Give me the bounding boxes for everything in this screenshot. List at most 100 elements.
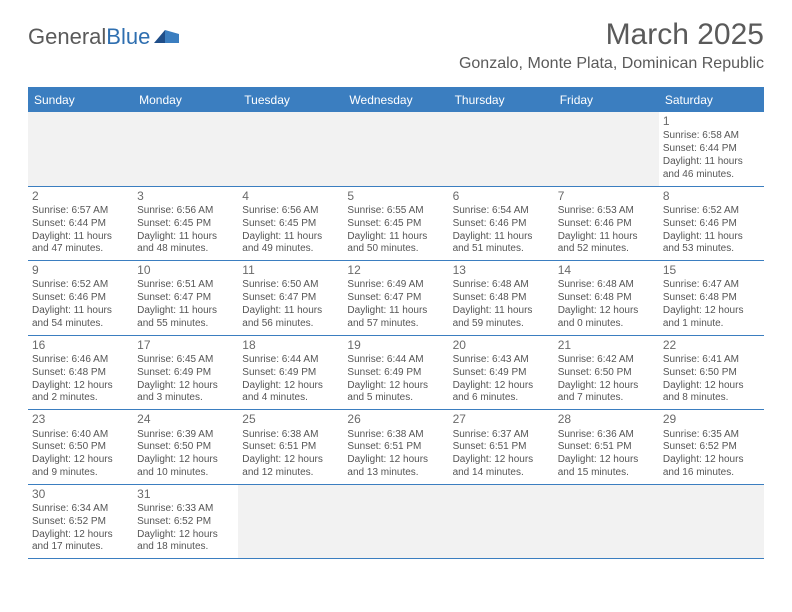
daylight-text: Daylight: 11 hours and 52 minutes. (558, 231, 655, 257)
day-number: 21 (558, 338, 655, 353)
calendar-week: 1Sunrise: 6:58 AMSunset: 6:44 PMDaylight… (28, 112, 764, 187)
calendar-day: 28Sunrise: 6:36 AMSunset: 6:51 PMDayligh… (554, 410, 659, 484)
header: GeneralBlue March 2025 Gonzalo, Monte Pl… (0, 0, 792, 79)
sunset-text: Sunset: 6:51 PM (558, 441, 655, 454)
calendar-day: 1Sunrise: 6:58 AMSunset: 6:44 PMDaylight… (659, 112, 764, 186)
daylight-text: Daylight: 12 hours and 14 minutes. (453, 454, 550, 480)
sunrise-text: Sunrise: 6:38 AM (242, 429, 339, 442)
daylight-text: Daylight: 12 hours and 2 minutes. (32, 380, 129, 406)
sunset-text: Sunset: 6:44 PM (663, 143, 760, 156)
calendar-day: 3Sunrise: 6:56 AMSunset: 6:45 PMDaylight… (133, 187, 238, 261)
calendar-day: 26Sunrise: 6:38 AMSunset: 6:51 PMDayligh… (343, 410, 448, 484)
daylight-text: Daylight: 12 hours and 5 minutes. (347, 380, 444, 406)
calendar-day-empty (343, 485, 448, 559)
sunrise-text: Sunrise: 6:33 AM (137, 503, 234, 516)
sunrise-text: Sunrise: 6:44 AM (347, 354, 444, 367)
calendar-day: 15Sunrise: 6:47 AMSunset: 6:48 PMDayligh… (659, 261, 764, 335)
sunrise-text: Sunrise: 6:56 AM (137, 205, 234, 218)
calendar-day: 22Sunrise: 6:41 AMSunset: 6:50 PMDayligh… (659, 336, 764, 410)
daylight-text: Daylight: 12 hours and 0 minutes. (558, 305, 655, 331)
calendar-week: 9Sunrise: 6:52 AMSunset: 6:46 PM Daylight… (28, 261, 764, 336)
calendar-day: 9Sunrise: 6:52 AMSunset: 6:46 PMDaylight… (28, 261, 133, 335)
calendar-day: 10Sunrise: 6:51 AMSunset: 6:47 PMDayligh… (133, 261, 238, 335)
day-number: 24 (137, 412, 234, 427)
weekday-header: Monday (133, 89, 238, 112)
sunset-text: Sunset: 6:46 PM (558, 218, 655, 231)
daylight-text: Daylight: 12 hours and 10 minutes. (137, 454, 234, 480)
day-number: 9 (32, 263, 129, 278)
calendar-day-empty (554, 112, 659, 186)
daylight-text: Daylight: 11 hours and 57 minutes. (347, 305, 444, 331)
calendar-day: 11Sunrise: 6:50 AMSunset: 6:47 PMDayligh… (238, 261, 343, 335)
day-number: 6 (453, 189, 550, 204)
sunset-text: Sunset: 6:51 PM (347, 441, 444, 454)
sunrise-text: Sunrise: 6:52 AM (32, 279, 129, 292)
logo-text-blue: Blue (106, 24, 150, 50)
calendar-day-empty (449, 485, 554, 559)
calendar: SundayMondayTuesdayWednesdayThursdayFrid… (28, 87, 764, 559)
daylight-text: Daylight: 12 hours and 12 minutes. (242, 454, 339, 480)
day-number: 26 (347, 412, 444, 427)
sunset-text: Sunset: 6:49 PM (242, 367, 339, 380)
calendar-day: 12Sunrise: 6:49 AMSunset: 6:47 PMDayligh… (343, 261, 448, 335)
sunset-text: Sunset: 6:46 PM (32, 292, 129, 305)
sunrise-text: Sunrise: 6:46 AM (32, 354, 129, 367)
day-number: 1 (663, 114, 760, 129)
daylight-text: Daylight: 12 hours and 4 minutes. (242, 380, 339, 406)
sunset-text: Sunset: 6:50 PM (663, 367, 760, 380)
sunrise-text: Sunrise: 6:53 AM (558, 205, 655, 218)
sunrise-text: Sunrise: 6:43 AM (453, 354, 550, 367)
day-number: 17 (137, 338, 234, 353)
calendar-day-empty (449, 112, 554, 186)
day-number: 30 (32, 487, 129, 502)
sunrise-text: Sunrise: 6:36 AM (558, 429, 655, 442)
weekday-header: Saturday (659, 89, 764, 112)
location: Gonzalo, Monte Plata, Dominican Republic (459, 55, 764, 73)
sunrise-text: Sunrise: 6:56 AM (242, 205, 339, 218)
daylight-text: Daylight: 12 hours and 3 minutes. (137, 380, 234, 406)
calendar-week: 2Sunrise: 6:57 AMSunset: 6:44 PMDaylight… (28, 187, 764, 262)
day-number: 29 (663, 412, 760, 427)
calendar-day: 24Sunrise: 6:39 AMSunset: 6:50 PMDayligh… (133, 410, 238, 484)
day-number: 15 (663, 263, 760, 278)
day-number: 13 (453, 263, 550, 278)
sunrise-text: Sunrise: 6:37 AM (453, 429, 550, 442)
weekday-header: Friday (554, 89, 659, 112)
day-number: 20 (453, 338, 550, 353)
sunset-text: Sunset: 6:48 PM (663, 292, 760, 305)
daylight-text: Daylight: 11 hours and 55 minutes. (137, 305, 234, 331)
sunset-text: Sunset: 6:44 PM (32, 218, 129, 231)
calendar-day: 14Sunrise: 6:48 AMSunset: 6:48 PMDayligh… (554, 261, 659, 335)
sunset-text: Sunset: 6:50 PM (137, 441, 234, 454)
day-number: 23 (32, 412, 129, 427)
calendar-day: 6Sunrise: 6:54 AMSunset: 6:46 PMDaylight… (449, 187, 554, 261)
calendar-week: 30Sunrise: 6:34 AMSunset: 6:52 PMDayligh… (28, 485, 764, 560)
sunset-text: Sunset: 6:45 PM (347, 218, 444, 231)
calendar-day: 16Sunrise: 6:46 AMSunset: 6:48 PMDayligh… (28, 336, 133, 410)
sunrise-text: Sunrise: 6:49 AM (347, 279, 444, 292)
sunset-text: Sunset: 6:52 PM (663, 441, 760, 454)
day-number: 5 (347, 189, 444, 204)
calendar-day: 13Sunrise: 6:48 AMSunset: 6:48 PMDayligh… (449, 261, 554, 335)
day-number: 7 (558, 189, 655, 204)
sunset-text: Sunset: 6:46 PM (663, 218, 760, 231)
calendar-day: 8Sunrise: 6:52 AMSunset: 6:46 PMDaylight… (659, 187, 764, 261)
sunset-text: Sunset: 6:52 PM (32, 516, 129, 529)
sunset-text: Sunset: 6:51 PM (453, 441, 550, 454)
calendar-day: 25Sunrise: 6:38 AMSunset: 6:51 PMDayligh… (238, 410, 343, 484)
weekday-header-row: SundayMondayTuesdayWednesdayThursdayFrid… (28, 89, 764, 112)
daylight-text: Daylight: 11 hours and 46 minutes. (663, 156, 760, 182)
day-number: 27 (453, 412, 550, 427)
calendar-day: 2Sunrise: 6:57 AMSunset: 6:44 PMDaylight… (28, 187, 133, 261)
daylight-text: Daylight: 11 hours and 49 minutes. (242, 231, 339, 257)
daylight-text: Daylight: 12 hours and 16 minutes. (663, 454, 760, 480)
daylight-text: Daylight: 11 hours and 51 minutes. (453, 231, 550, 257)
sunset-text: Sunset: 6:50 PM (558, 367, 655, 380)
day-number: 3 (137, 189, 234, 204)
daylight-text: Daylight: 11 hours and 53 minutes. (663, 231, 760, 257)
sunset-text: Sunset: 6:52 PM (137, 516, 234, 529)
day-number: 19 (347, 338, 444, 353)
daylight-text: Daylight: 12 hours and 18 minutes. (137, 529, 234, 555)
sunset-text: Sunset: 6:45 PM (137, 218, 234, 231)
sunrise-text: Sunrise: 6:45 AM (137, 354, 234, 367)
